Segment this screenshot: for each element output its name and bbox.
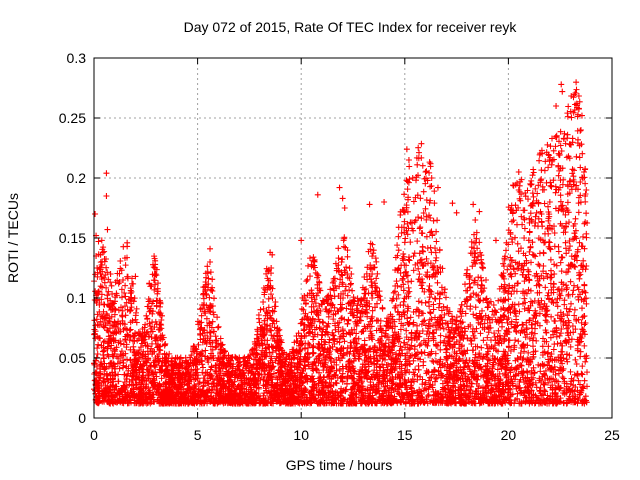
data-point <box>269 251 276 258</box>
data-point <box>339 195 346 202</box>
x-tick-label: 0 <box>90 427 98 443</box>
data-point <box>366 201 373 208</box>
x-tick-label: 20 <box>501 427 517 443</box>
data-point <box>472 217 479 223</box>
data-point <box>341 205 348 211</box>
data-point <box>103 193 110 199</box>
data-point <box>314 191 321 198</box>
x-tick-label: 10 <box>293 427 309 443</box>
data-point <box>558 81 565 88</box>
data-point <box>575 105 582 112</box>
data-point <box>120 277 127 283</box>
data-point <box>95 289 102 295</box>
data-point <box>515 169 522 175</box>
x-tick-label: 25 <box>604 427 620 443</box>
data-point <box>449 200 456 207</box>
data-point <box>104 226 111 233</box>
x-axis-label: GPS time / hours <box>286 457 393 473</box>
data-point <box>453 209 460 216</box>
y-tick-label: 0.15 <box>59 230 86 246</box>
y-tick-label: 0.05 <box>59 350 86 366</box>
data-point <box>92 211 99 217</box>
y-tick-label: 0 <box>78 410 86 426</box>
data-point <box>424 177 431 184</box>
data-points <box>91 79 591 407</box>
data-point <box>578 112 585 119</box>
y-tick-label: 0.1 <box>67 290 87 306</box>
data-point <box>492 237 499 244</box>
y-tick-label: 0.3 <box>67 50 87 66</box>
data-point <box>579 175 586 181</box>
data-point <box>107 271 114 277</box>
data-point <box>422 169 429 175</box>
data-point <box>103 170 110 177</box>
data-point <box>336 184 343 191</box>
data-point <box>567 141 574 148</box>
y-axis-label: ROTI / TECUs <box>5 193 21 283</box>
tick-labels: 0 5 10 15 20 25 0 0.05 0.1 0.15 0.2 0.25 0.3 <box>59 50 620 443</box>
data-point <box>515 187 522 193</box>
chart-title: Day 072 of 2015, Rate Of TEC Index for r… <box>184 19 518 35</box>
data-point <box>573 100 580 107</box>
data-point <box>553 103 560 109</box>
data-point <box>207 245 214 252</box>
data-point <box>403 146 410 153</box>
x-tick-label: 5 <box>194 427 202 443</box>
data-point <box>569 135 576 142</box>
data-point <box>298 237 305 244</box>
data-point <box>381 199 388 205</box>
axis-ticks <box>93 57 613 419</box>
data-point <box>546 199 553 205</box>
data-point <box>470 201 477 208</box>
data-point <box>538 211 545 217</box>
data-point <box>582 193 589 199</box>
data-point <box>559 88 566 95</box>
data-point <box>152 261 159 268</box>
y-tick-label: 0.25 <box>59 110 86 126</box>
data-point <box>405 157 412 163</box>
data-point <box>94 265 101 271</box>
x-tick-label: 15 <box>397 427 413 443</box>
y-tick-label: 0.2 <box>67 170 87 186</box>
data-point <box>577 127 584 133</box>
data-point <box>132 273 139 280</box>
data-point <box>414 161 421 168</box>
data-point <box>434 184 441 191</box>
data-point <box>268 265 275 271</box>
data-point <box>476 208 483 215</box>
data-point <box>207 259 214 265</box>
data-point <box>124 243 131 250</box>
